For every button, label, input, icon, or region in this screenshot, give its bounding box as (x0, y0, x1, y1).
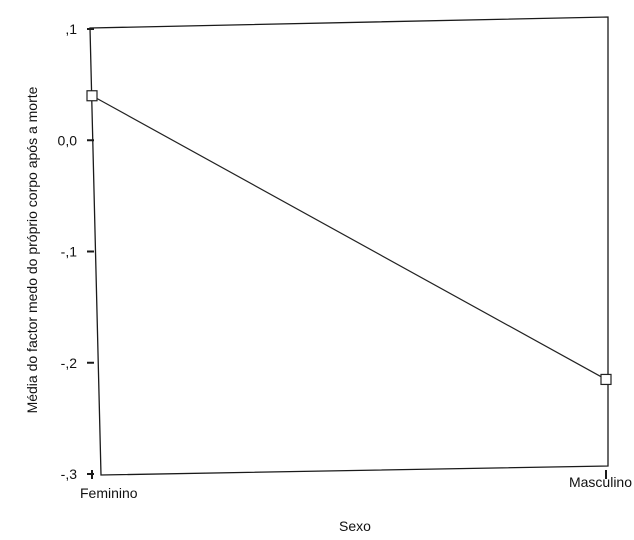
y-tick-label: -,2 (61, 355, 78, 371)
x-category-label: Feminino (80, 485, 138, 501)
series-group (86, 90, 612, 386)
data-point-marker (600, 373, 612, 386)
y-tick-label: ,1 (65, 21, 77, 37)
y-tick-label: 0,0 (58, 132, 78, 148)
plot-frame (89, 16, 609, 476)
y-tick-label: -,3 (61, 466, 78, 482)
series-line (91, 95, 607, 380)
x-axis-title: Sexo (339, 518, 371, 534)
x-category-label: Masculino (569, 474, 632, 490)
y-tick-label: -,1 (61, 244, 78, 260)
y-axis-title: Média do factor medo do próprio corpo ap… (24, 86, 40, 413)
data-point-marker (86, 90, 98, 102)
x-axis-ticks: Feminino Masculino (80, 470, 632, 501)
y-axis-ticks: ,1 0,0 -,1 -,2 -,3 (58, 21, 94, 482)
